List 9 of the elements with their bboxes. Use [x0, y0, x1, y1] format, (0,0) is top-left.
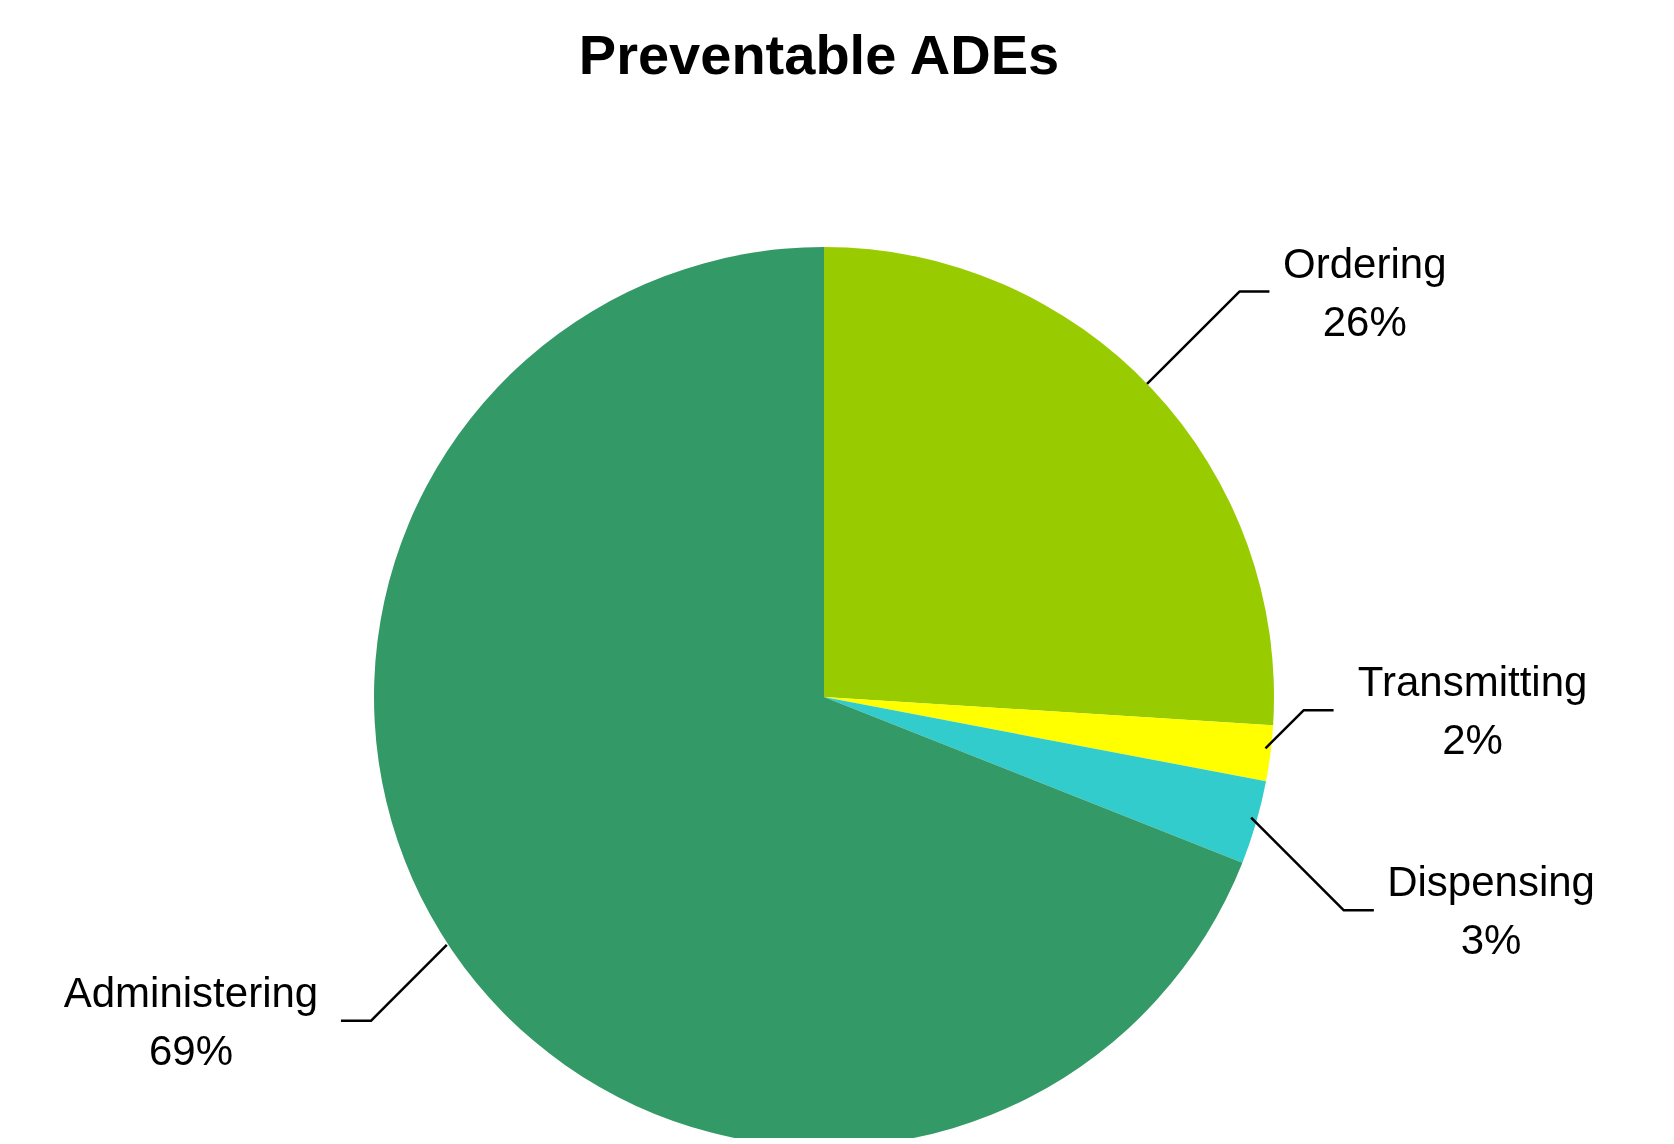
slice-label: Administering: [63, 968, 319, 1016]
data-label: 3%: [1460, 916, 1522, 964]
slice-label: Dispensing: [1387, 858, 1595, 906]
chart-title: Preventable ADEs: [577, 22, 1061, 87]
data-label: 26%: [1322, 297, 1407, 345]
data-label: 2%: [1442, 716, 1503, 764]
data-label: 69%: [148, 1026, 233, 1074]
slice-label: Transmitting: [1357, 658, 1588, 706]
slice-label: Ordering: [1283, 239, 1447, 287]
